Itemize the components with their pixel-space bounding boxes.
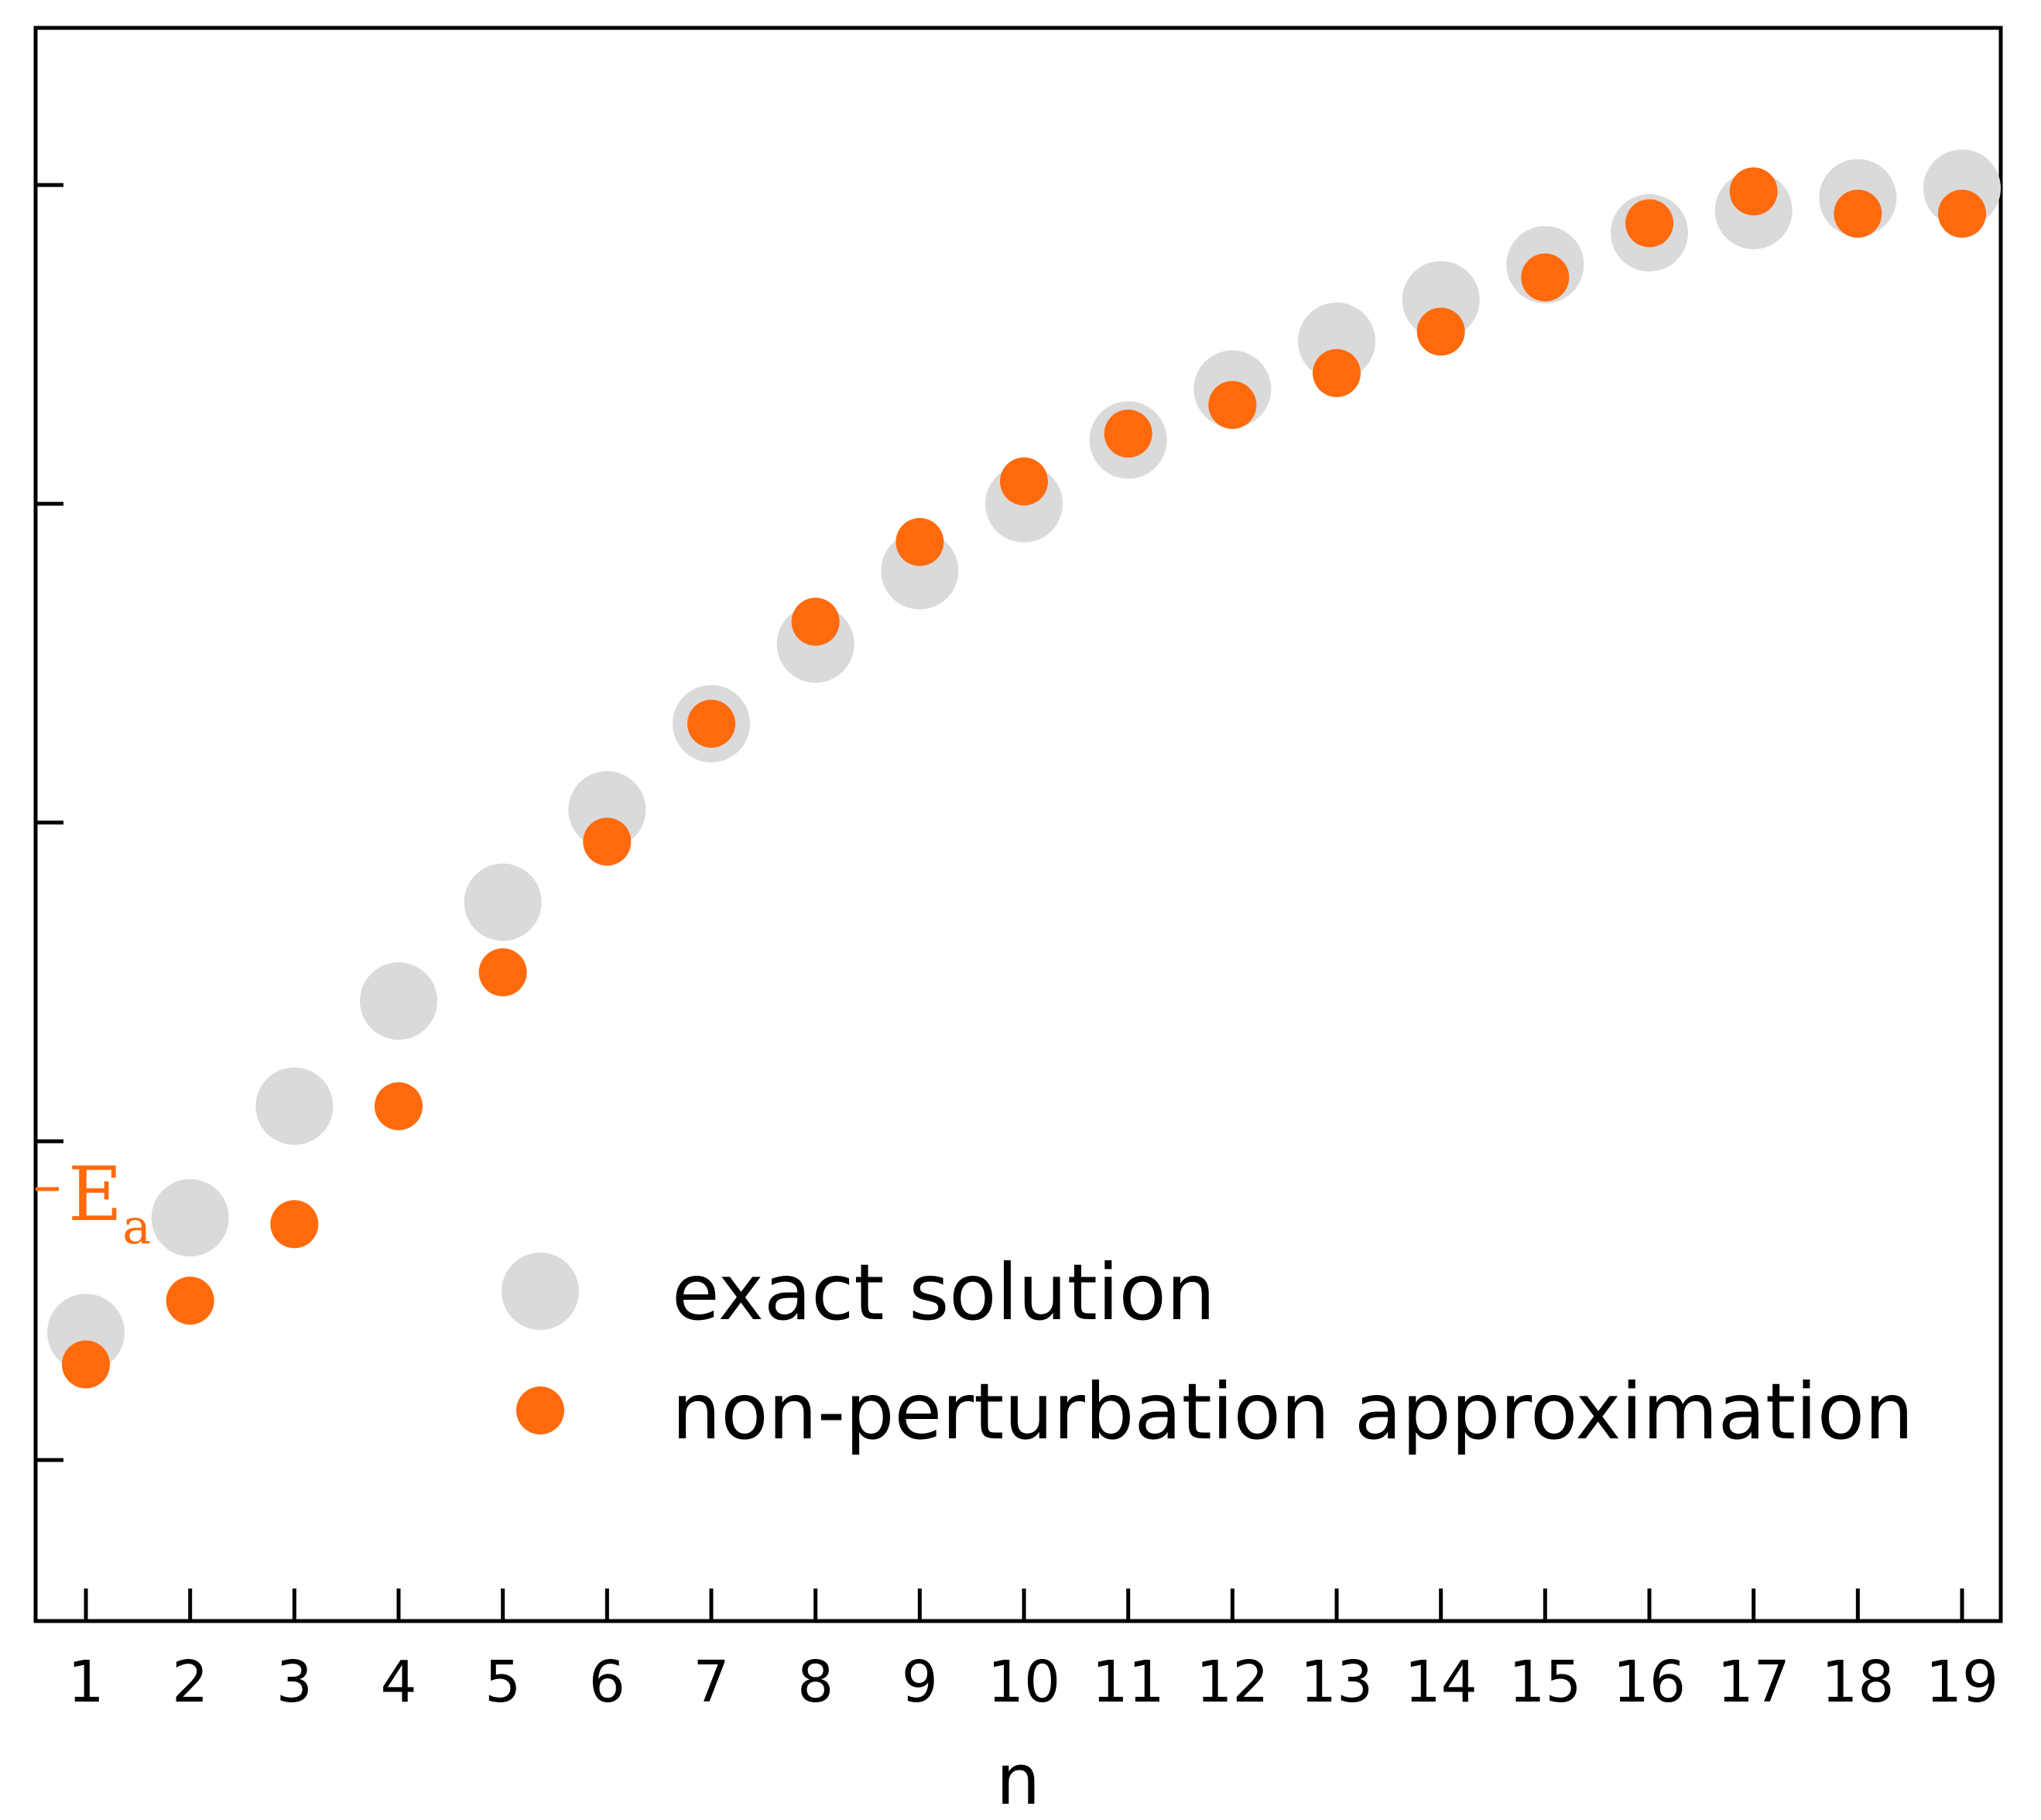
data-point	[1000, 457, 1048, 506]
data-point	[1313, 348, 1361, 397]
x-tick-label: 8	[797, 1649, 834, 1715]
legend: exact solution non-perturbation approxim…	[502, 1247, 1913, 1457]
data-point	[255, 1067, 334, 1145]
x-tick-label: 6	[589, 1649, 625, 1715]
x-tick-label: 18	[1821, 1649, 1894, 1715]
x-axis-tick-labels: 1 2 3 4 5 6 7 8 9 10 11 12 13 14 15 16 17 18 19	[67, 1649, 1998, 1715]
data-point	[464, 863, 542, 941]
legend-label-exact-solution: exact solution	[672, 1247, 1215, 1338]
data-point	[1625, 199, 1673, 248]
legend-marker-non-perturbation-approximation	[516, 1386, 564, 1434]
x-tick-label: 9	[902, 1649, 938, 1715]
reference-marker: Ea	[36, 1151, 151, 1255]
data-point	[896, 518, 944, 567]
x-tick-label: 5	[485, 1649, 521, 1715]
reference-label-main: E	[68, 1151, 122, 1238]
data-point	[166, 1277, 214, 1325]
x-axis-title: n	[996, 1739, 1040, 1820]
data-point	[1729, 167, 1778, 216]
x-tick-label: 13	[1300, 1649, 1373, 1715]
legend-marker-exact-solution	[502, 1253, 579, 1330]
data-point	[478, 948, 527, 997]
x-tick-label: 19	[1926, 1649, 1998, 1715]
data-point	[791, 598, 840, 646]
data-point	[151, 1179, 229, 1257]
y-axis-ticks	[36, 183, 63, 1462]
x-tick-label: 7	[693, 1649, 729, 1715]
legend-label-non-perturbation-approximation: non-perturbation approximation	[672, 1366, 1913, 1457]
data-point	[1416, 307, 1465, 356]
data-point	[375, 1081, 423, 1130]
data-point	[1938, 190, 1986, 238]
x-tick-label: 10	[988, 1649, 1060, 1715]
x-tick-label: 4	[380, 1649, 416, 1715]
data-point	[270, 1200, 319, 1249]
reference-label: Ea	[68, 1151, 151, 1255]
data-point	[1521, 253, 1570, 302]
x-tick-label: 16	[1613, 1649, 1686, 1715]
data-point	[1104, 410, 1152, 458]
x-axis-ticks	[84, 1589, 1964, 1621]
data-point	[687, 699, 735, 748]
x-tick-label: 14	[1405, 1649, 1478, 1715]
series-exact-solution	[47, 149, 2001, 1372]
data-point	[1208, 381, 1257, 430]
x-tick-label: 15	[1508, 1649, 1581, 1715]
x-tick-label: 17	[1717, 1649, 1790, 1715]
x-tick-label: 1	[67, 1649, 104, 1715]
reference-label-subscript: a	[122, 1198, 151, 1255]
series-non-perturbation-approximation	[62, 167, 1986, 1389]
data-point	[583, 817, 632, 866]
x-tick-label: 12	[1196, 1649, 1269, 1715]
x-tick-label: 2	[172, 1649, 208, 1715]
data-point	[1834, 190, 1882, 238]
data-point	[360, 962, 437, 1040]
data-point	[62, 1340, 110, 1389]
x-tick-label: 11	[1092, 1649, 1165, 1715]
data-series	[47, 149, 2001, 1389]
x-tick-label: 3	[276, 1649, 313, 1715]
